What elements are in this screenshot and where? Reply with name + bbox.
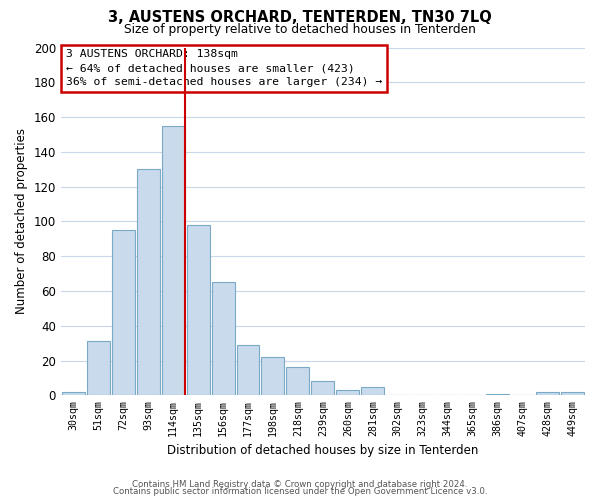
- Bar: [561, 392, 584, 396]
- Bar: [187, 225, 209, 396]
- Bar: [311, 382, 334, 396]
- Bar: [87, 342, 110, 396]
- Bar: [361, 386, 385, 396]
- Bar: [137, 169, 160, 396]
- Bar: [536, 392, 559, 396]
- Bar: [236, 345, 259, 396]
- Text: Contains HM Land Registry data © Crown copyright and database right 2024.: Contains HM Land Registry data © Crown c…: [132, 480, 468, 489]
- Bar: [286, 368, 310, 396]
- Text: 3, AUSTENS ORCHARD, TENTERDEN, TN30 7LQ: 3, AUSTENS ORCHARD, TENTERDEN, TN30 7LQ: [108, 10, 492, 25]
- Text: Contains public sector information licensed under the Open Government Licence v3: Contains public sector information licen…: [113, 488, 487, 496]
- Text: 3 AUSTENS ORCHARD: 138sqm
← 64% of detached houses are smaller (423)
36% of semi: 3 AUSTENS ORCHARD: 138sqm ← 64% of detac…: [66, 49, 382, 87]
- Bar: [212, 282, 235, 396]
- Y-axis label: Number of detached properties: Number of detached properties: [15, 128, 28, 314]
- Bar: [161, 126, 185, 396]
- Bar: [262, 357, 284, 396]
- Bar: [112, 230, 134, 396]
- Bar: [337, 390, 359, 396]
- Bar: [486, 394, 509, 396]
- Text: Size of property relative to detached houses in Tenterden: Size of property relative to detached ho…: [124, 22, 476, 36]
- X-axis label: Distribution of detached houses by size in Tenterden: Distribution of detached houses by size …: [167, 444, 479, 458]
- Bar: [62, 392, 85, 396]
